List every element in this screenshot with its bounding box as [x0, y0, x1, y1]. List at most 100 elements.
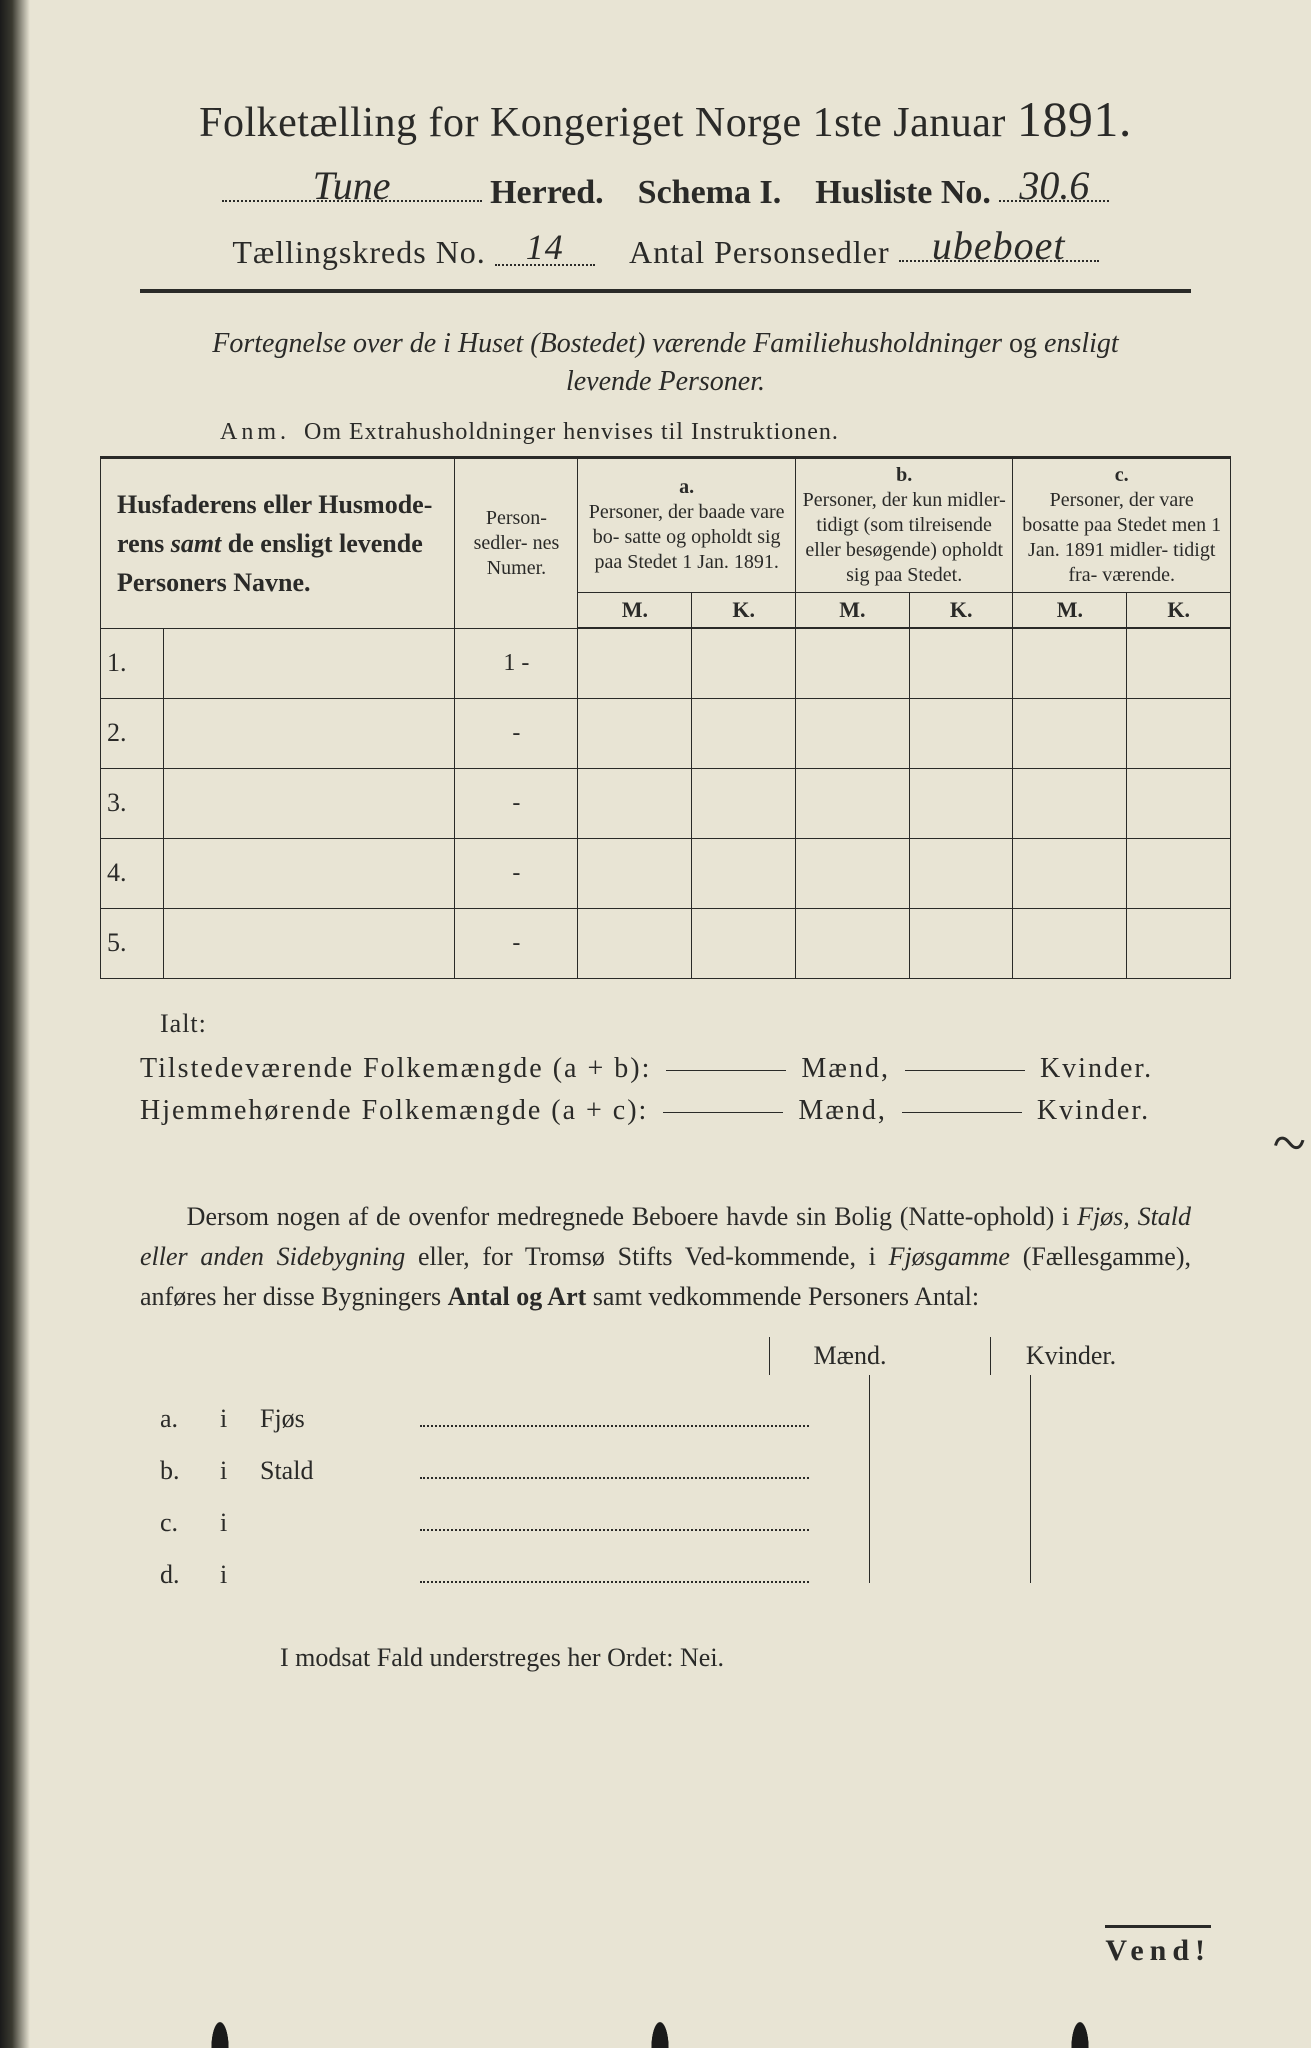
side-row-k [1030, 1479, 1191, 1531]
col-b-header: b. Personer, der kun midler- tidigt (som… [795, 457, 1013, 592]
col-a-text: Personer, der baade vare bo- satte og op… [589, 501, 785, 573]
antal-handwritten: ubeboet [932, 223, 1066, 268]
side-row-i: i [220, 1508, 260, 1538]
herred-label: Herred. [490, 174, 604, 211]
row-bk [909, 628, 1012, 698]
col-c-header: c. Personer, der vare bosatte paa Stedet… [1013, 457, 1231, 592]
row-ck [1127, 628, 1231, 698]
fort-it2: ensligt [1044, 328, 1119, 359]
table-row: 5. - [101, 908, 1231, 978]
table-row: 1. 1 - [101, 628, 1231, 698]
form-content: Folketælling for Kongeriget Norge 1ste J… [100, 90, 1231, 1673]
herred-handwritten: Tune [313, 163, 391, 208]
row-ps: - [455, 908, 578, 978]
sidebygning-paragraph: Dersom nogen af de ovenfor medregnede Be… [140, 1197, 1191, 1318]
personsedler-header: Person- sedler- nes Numer. [455, 457, 578, 628]
side-row-dots [420, 1407, 809, 1427]
row-name-cell [164, 628, 455, 698]
paper-tear [1060, 1988, 1100, 2048]
col-b-k: K. [909, 592, 1012, 627]
row-name-cell [164, 838, 455, 908]
schema-label: Schema I. [638, 174, 782, 211]
hjemme-kvinder-field [902, 1112, 1022, 1113]
anm-prefix: Anm. [220, 419, 290, 445]
row-ps: 1 - [455, 628, 578, 698]
side-row: a. i Fjøs [140, 1375, 1191, 1427]
side-row-dots [420, 1459, 809, 1479]
kreds-label: Tællingskreds No. [232, 234, 485, 270]
para-it2: Fjøsgamme [889, 1242, 1010, 1271]
fort-rom: og [1002, 328, 1044, 359]
side-row-m [869, 1479, 1030, 1531]
kreds-line: Tællingskreds No. 14 Antal Personsedler … [100, 226, 1231, 271]
tilstede-label: Tilstedeværende Folkemængde (a + b): [140, 1053, 651, 1084]
side-row-i: i [220, 1456, 260, 1486]
side-row-label: d. [140, 1560, 220, 1590]
names-hdr-l2it: samt [171, 529, 222, 558]
kreds-no-field: 14 [495, 230, 595, 266]
row-ps: - [455, 698, 578, 768]
para-b: eller, for Tromsø Stifts Ved-kommende, i [405, 1242, 888, 1271]
hjemme-line: Hjemmehørende Folkemængde (a + c): Mænd,… [140, 1095, 1191, 1127]
maend-label2: Mænd, [798, 1095, 887, 1126]
herred-field: Tune [222, 166, 482, 202]
kvinder-label: Kvinder. [1040, 1053, 1153, 1084]
col-a-m: M. [578, 592, 692, 627]
side-row-k [1030, 1531, 1191, 1583]
side-row-dots [420, 1563, 809, 1583]
row-name-cell [164, 698, 455, 768]
side-row: c. i [140, 1479, 1191, 1531]
title-year: 1891. [1017, 91, 1132, 147]
side-row-k [1030, 1427, 1191, 1479]
col-b-text: Personer, der kun midler- tidigt (som ti… [803, 489, 1006, 586]
side-row-label: b. [140, 1456, 220, 1486]
main-title: Folketælling for Kongeriget Norge 1ste J… [100, 90, 1231, 148]
divider-rule [140, 289, 1191, 293]
antal-label: Antal Personsedler [629, 234, 890, 270]
row-num: 2. [101, 698, 164, 768]
title-text: Folketælling for Kongeriget Norge 1ste J… [199, 100, 1006, 146]
side-row-m [869, 1375, 1030, 1427]
para-a: Dersom nogen af de ovenfor medregnede Be… [187, 1202, 1077, 1231]
side-row-i: i [220, 1560, 260, 1590]
row-num: 1. [101, 628, 164, 698]
col-a-k: K. [692, 592, 795, 627]
maend-label: Mænd, [801, 1053, 890, 1084]
names-hdr-l3: Personers Navne. [117, 568, 311, 597]
anm-text: Om Extrahusholdninger henvises til Instr… [304, 419, 839, 445]
vend-label: Vend! [1105, 1925, 1211, 1968]
col-c-text: Personer, der vare bosatte paa Stedet me… [1022, 489, 1221, 586]
names-header: Husfaderens eller Husmode- rens samt de … [101, 457, 455, 628]
side-row-name: Fjøs [260, 1404, 420, 1434]
margin-smudge: ~ [1264, 1106, 1311, 1203]
kreds-no: 14 [526, 227, 564, 267]
para-d: samt vedkommende Personers Antal: [586, 1282, 979, 1311]
table-row: 3. - [101, 768, 1231, 838]
side-maend: Mænd. [769, 1337, 930, 1375]
row-ak [692, 628, 795, 698]
hjemme-label: Hjemmehørende Folkemængde (a + c): [140, 1095, 648, 1126]
tilstede-kvinder-field [905, 1070, 1025, 1071]
table-row: 4. - [101, 838, 1231, 908]
side-row-label: c. [140, 1508, 220, 1538]
husliste-label: Husliste No. [815, 174, 991, 211]
census-table: Husfaderens eller Husmode- rens samt de … [100, 456, 1231, 979]
row-name-cell [164, 908, 455, 978]
side-row: d. i [140, 1531, 1191, 1583]
row-ps: - [455, 768, 578, 838]
row-ps: - [455, 838, 578, 908]
tilstede-maend-field [666, 1070, 786, 1071]
col-b-label: b. [896, 464, 912, 486]
fortegnelse-heading: Fortegnelse over de i Huset (Bostedet) v… [140, 325, 1191, 401]
row-num: 5. [101, 908, 164, 978]
row-bm [795, 628, 909, 698]
fort-line2: levende Personer. [566, 366, 765, 397]
husliste-no-field: 30.6 [999, 166, 1109, 202]
row-num: 3. [101, 768, 164, 838]
row-cm [1013, 628, 1127, 698]
side-mk-header: Mænd. Kvinder. [140, 1337, 1191, 1375]
col-c-m: M. [1013, 592, 1127, 627]
side-kvinder: Kvinder. [990, 1337, 1151, 1375]
anm-note: Anm. Om Extrahusholdninger henvises til … [220, 419, 1231, 446]
antal-field: ubeboet [899, 226, 1099, 262]
